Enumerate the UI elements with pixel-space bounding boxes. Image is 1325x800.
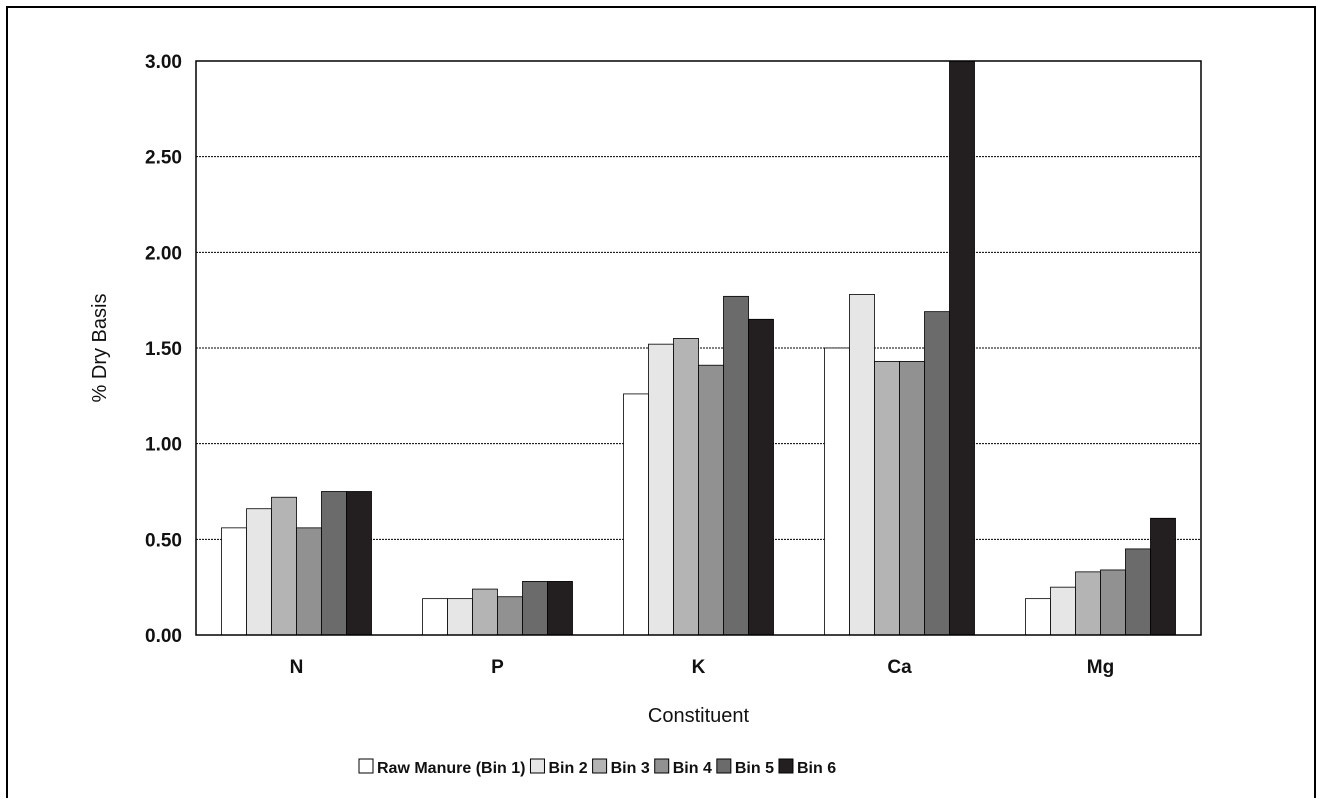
bar <box>824 347 850 636</box>
bar <box>673 338 699 636</box>
x-axis-label: Constituent <box>648 705 750 727</box>
bars <box>221 60 1176 636</box>
bar <box>447 598 473 636</box>
bar <box>874 360 900 636</box>
y-tick-label: 2.50 <box>145 148 182 169</box>
x-tick-label: Mg <box>1087 657 1114 678</box>
bar <box>246 508 272 636</box>
bar <box>849 294 875 636</box>
y-axis-label: % Dry Basis <box>89 294 111 403</box>
bar <box>1025 598 1051 636</box>
y-tick-label: 0.00 <box>145 626 182 647</box>
bar <box>497 596 523 636</box>
plot-area-border <box>195 60 1202 636</box>
y-tick-label: 2.00 <box>145 243 182 264</box>
bar <box>522 581 548 636</box>
bar <box>296 527 322 636</box>
bar <box>321 491 347 636</box>
legend-swatch <box>529 758 545 774</box>
chart-frame <box>6 6 1316 798</box>
legend-label: Bin 2 <box>548 760 587 777</box>
bar <box>748 318 774 636</box>
bar <box>623 393 649 636</box>
bar <box>221 527 247 636</box>
bar <box>422 598 448 636</box>
legend-swatch <box>592 758 608 774</box>
bar <box>346 491 372 636</box>
x-tick-label: Ca <box>887 657 912 678</box>
legend-label: Bin 5 <box>735 760 774 777</box>
x-tick-label: N <box>290 657 304 678</box>
bar <box>1075 571 1101 636</box>
bar <box>271 496 297 636</box>
bar <box>924 311 950 636</box>
bar <box>698 364 724 636</box>
bar <box>1125 548 1151 636</box>
legend-label: Bin 3 <box>611 760 650 777</box>
legend-label: Bin 4 <box>673 760 712 777</box>
x-axis-ticks: N P K Ca Mg <box>290 657 1115 678</box>
bar <box>472 588 498 636</box>
bar <box>1150 517 1176 636</box>
y-tick-label: 0.50 <box>145 530 182 551</box>
legend-swatch <box>654 758 670 774</box>
x-tick-label: P <box>491 657 504 678</box>
bar <box>899 360 925 636</box>
y-tick-label: 1.50 <box>145 339 182 360</box>
legend-label: Raw Manure (Bin 1) <box>377 760 525 777</box>
legend-swatch <box>778 758 794 774</box>
legend: Raw Manure (Bin 1) Bin 2 Bin 3 Bin 4 Bin 5 Bi… <box>358 758 836 777</box>
x-tick-label: K <box>692 657 706 678</box>
bar <box>949 60 975 636</box>
bar <box>547 581 573 636</box>
bar <box>1050 586 1076 636</box>
legend-label: Bin 6 <box>797 760 836 777</box>
y-axis-ticks: 0.00 0.50 1.00 1.50 2.00 2.50 3.00 <box>145 52 182 647</box>
y-tick-label: 3.00 <box>145 52 182 73</box>
legend-swatch <box>716 758 732 774</box>
bar <box>1100 569 1126 636</box>
y-tick-label: 1.00 <box>145 435 182 456</box>
bar <box>648 343 674 636</box>
bar <box>723 295 749 636</box>
legend-swatch <box>358 758 374 774</box>
